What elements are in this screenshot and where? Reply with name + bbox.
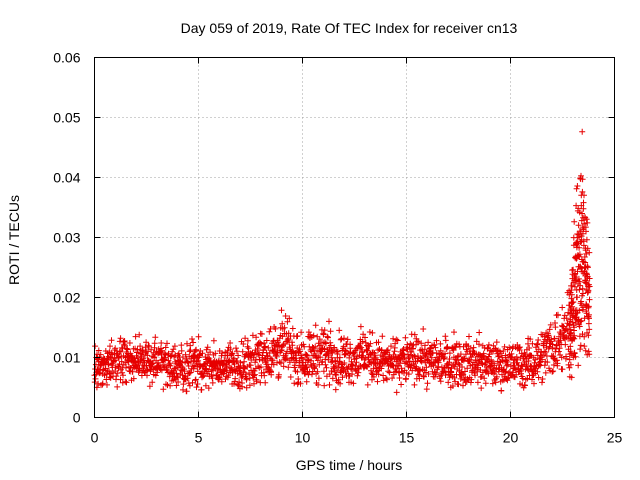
x-tick-label: 10 <box>295 430 311 446</box>
chart-title: Day 059 of 2019, Rate Of TEC Index for r… <box>181 20 518 36</box>
x-tick-label: 0 <box>91 430 99 446</box>
x-tick-label: 25 <box>607 430 623 446</box>
y-tick-label: 0.01 <box>53 350 80 366</box>
axis-ticks: 0 5 10 15 20 25 0 0.01 0.02 0.03 0.04 0.05 0.06 <box>53 50 622 446</box>
y-tick-label: 0.06 <box>53 50 80 66</box>
y-tick-label: 0 <box>73 410 81 426</box>
x-tick-label: 20 <box>503 430 519 446</box>
y-tick-label: 0.02 <box>53 290 80 306</box>
x-tick-label: 15 <box>399 430 415 446</box>
roti-plus-markers <box>91 128 593 396</box>
y-tick-label: 0.03 <box>53 230 80 246</box>
y-tick-label: 0.05 <box>53 110 80 126</box>
x-axis-label: GPS time / hours <box>296 457 403 473</box>
x-tick-label: 5 <box>195 430 203 446</box>
y-tick-label: 0.04 <box>53 170 80 186</box>
data-points <box>91 128 593 396</box>
y-axis-label: ROTI / TECUs <box>6 195 22 285</box>
